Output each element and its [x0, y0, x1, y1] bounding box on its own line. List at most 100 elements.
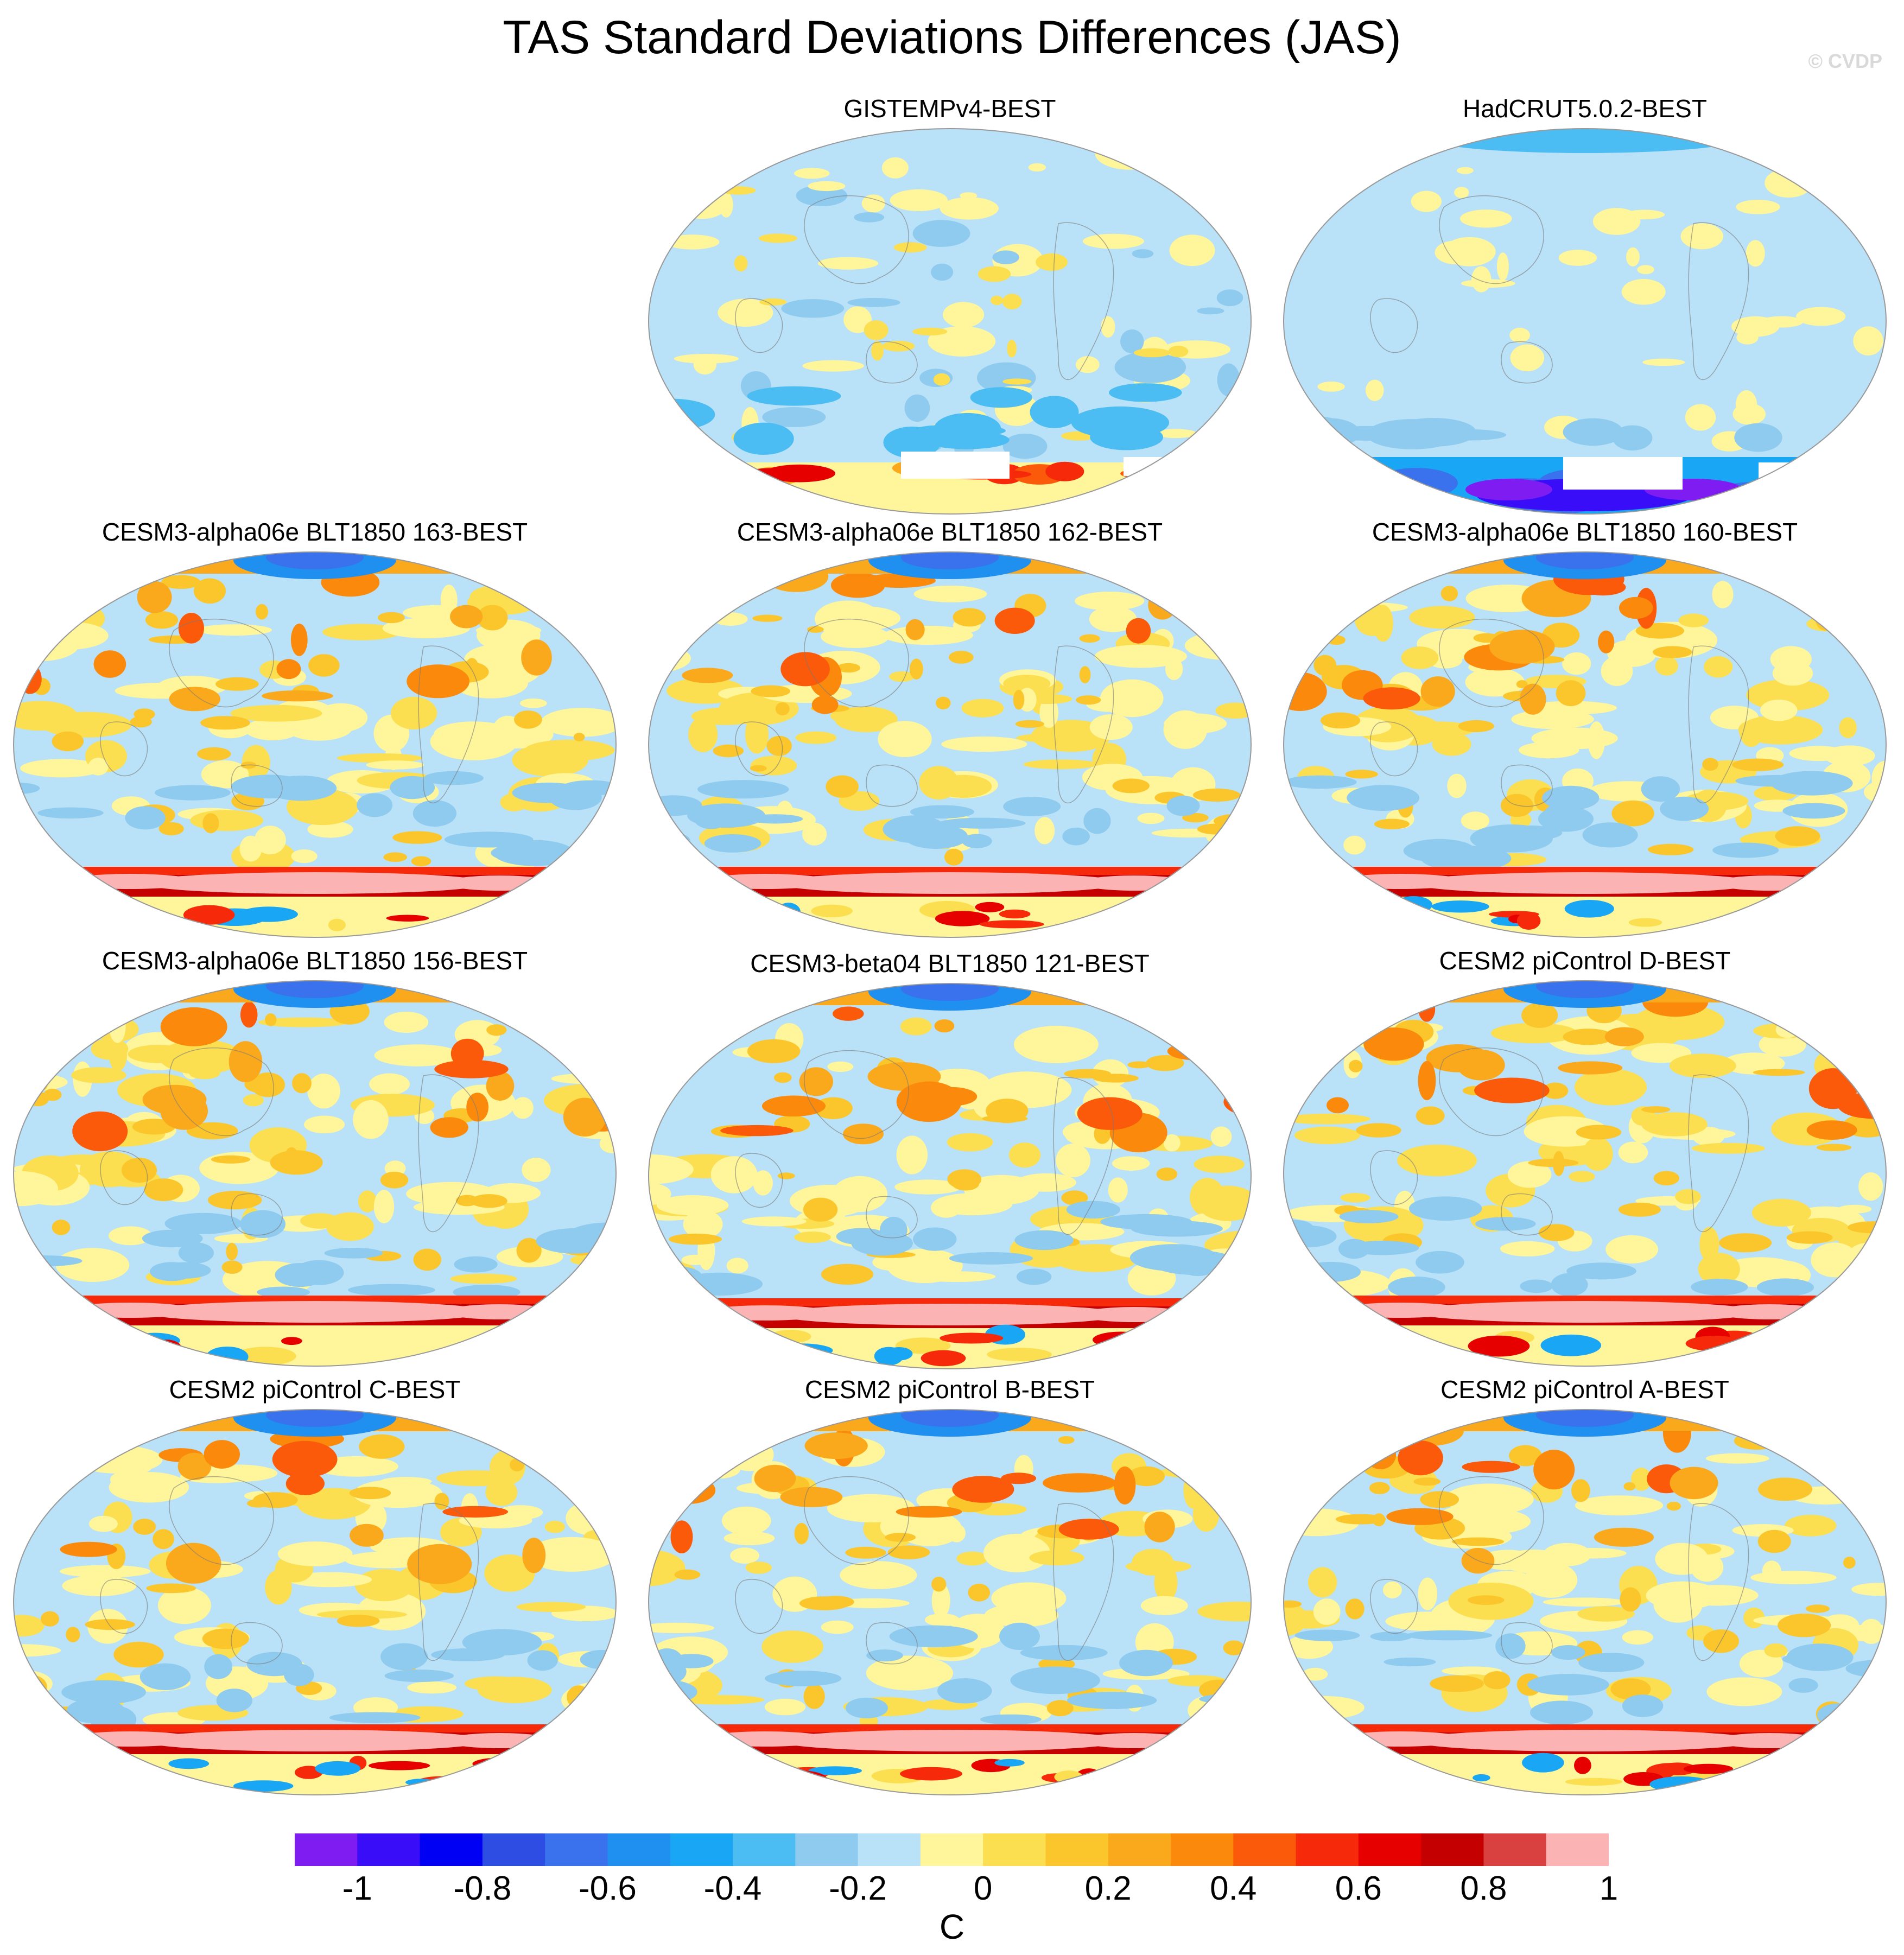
coastline [1501, 341, 1553, 384]
anomaly-region [1452, 1508, 1531, 1534]
coastline [1370, 1150, 1418, 1205]
anomaly-region [1163, 898, 1194, 913]
colorbar-swatch [482, 1833, 545, 1866]
coastline [1053, 222, 1114, 380]
colorbar-tick-label: -0.2 [829, 1870, 887, 1907]
anomaly-region [1030, 396, 1079, 428]
missing-data [1124, 457, 1183, 476]
map-cesm2-d [1283, 980, 1887, 1367]
anomaly-region [61, 1680, 146, 1704]
anomaly-region [1433, 1348, 1462, 1361]
anomaly-region [390, 776, 435, 799]
anomaly-region [1408, 1196, 1482, 1221]
colorbar-swatch [357, 1833, 421, 1866]
anomaly-region [1542, 1082, 1569, 1099]
anomaly-region [718, 1001, 765, 1023]
anomaly-region [527, 1650, 558, 1671]
map-160 [1283, 551, 1887, 938]
anomaly-region [316, 1610, 408, 1620]
map-panel-cesm2-c: CESM2 piControl C-BEST [3, 1373, 627, 1802]
anomaly-region [200, 716, 250, 730]
anomaly-region [804, 1432, 868, 1459]
anomaly-region [234, 1347, 296, 1366]
anomaly-region [155, 785, 231, 801]
anomaly-region [1090, 424, 1163, 450]
anomaly-region [1530, 1700, 1593, 1725]
anomaly-region [19, 1012, 30, 1032]
anomaly-region [1619, 596, 1653, 619]
anomaly-region [1409, 606, 1475, 629]
anomaly-region [808, 1766, 862, 1775]
anomaly-region [1413, 1477, 1441, 1486]
anomaly-region [133, 1519, 156, 1535]
anomaly-region [521, 1327, 585, 1337]
map-border [13, 551, 617, 938]
anomaly-region [1834, 613, 1886, 650]
anomaly-region [281, 1337, 302, 1345]
anomaly-region [498, 1505, 543, 1520]
panel-title: CESM2 piControl B-BEST [804, 1375, 1095, 1404]
anomaly-region [811, 695, 839, 714]
anomaly-region [1753, 1069, 1805, 1076]
coastline [169, 1476, 274, 1565]
anomaly-region [1620, 1587, 1641, 1612]
anomaly-region [1154, 429, 1197, 439]
anomaly-region [656, 1195, 729, 1216]
anomaly-region [1140, 1596, 1188, 1615]
map-border [648, 128, 1252, 515]
anomaly-region [649, 1154, 694, 1185]
anomaly-region [1313, 1598, 1341, 1625]
anomaly-region [599, 1486, 616, 1506]
anomaly-region [1806, 1120, 1857, 1140]
colorbar [295, 1833, 1609, 1866]
anomaly-region [1194, 1156, 1245, 1173]
anomaly-region [1216, 289, 1243, 307]
anomaly-region [1349, 1059, 1363, 1072]
anomaly-region [649, 1700, 669, 1714]
anomaly-region [924, 1613, 960, 1627]
coastline [804, 1050, 909, 1139]
anomaly-region [178, 613, 204, 644]
anomaly-region [835, 706, 898, 733]
anomaly-region [1870, 1480, 1886, 1513]
anomaly-region [91, 907, 151, 929]
anomaly-region [1294, 1126, 1361, 1144]
anomaly-region [109, 1010, 126, 1043]
anomaly-region [960, 192, 978, 199]
anomaly-region [207, 1191, 262, 1210]
anomaly-region [1120, 329, 1144, 354]
anomaly-region [1144, 1512, 1175, 1543]
anomaly-region [1067, 1691, 1157, 1709]
anomaly-region [1194, 177, 1249, 206]
anomaly-region [1061, 1190, 1088, 1205]
anomaly-region [65, 909, 99, 928]
anomaly-region [1284, 1056, 1333, 1074]
anomaly-region [1383, 1658, 1436, 1667]
anomaly-region [142, 1084, 207, 1115]
anomaly-region [901, 983, 999, 1001]
anomaly-region [1089, 606, 1137, 632]
anomaly-region [41, 712, 132, 738]
anomaly-region [1183, 1471, 1203, 1509]
anomaly-region [1167, 465, 1237, 483]
anomaly-region [697, 168, 721, 182]
anomaly-region [889, 671, 915, 682]
anomaly-region [947, 1133, 993, 1152]
anomaly-region [1197, 1185, 1251, 1221]
anomaly-region [1680, 223, 1724, 250]
anomaly-region [1313, 655, 1337, 676]
anomaly-region [1461, 279, 1515, 288]
anomaly-region [821, 1264, 874, 1285]
anomaly-region [910, 658, 923, 680]
anomaly-region [272, 1440, 338, 1478]
anomaly-region [1058, 1519, 1119, 1540]
anomaly-region [794, 1232, 831, 1243]
anomaly-region [1542, 785, 1600, 810]
anomaly-region [257, 1286, 310, 1298]
anomaly-region [292, 1073, 312, 1094]
anomaly-region [1734, 1432, 1780, 1450]
anomaly-region [471, 1194, 507, 1208]
coastline [1370, 721, 1418, 777]
anomaly-region [774, 1072, 792, 1083]
anomaly-region [1500, 1241, 1555, 1256]
